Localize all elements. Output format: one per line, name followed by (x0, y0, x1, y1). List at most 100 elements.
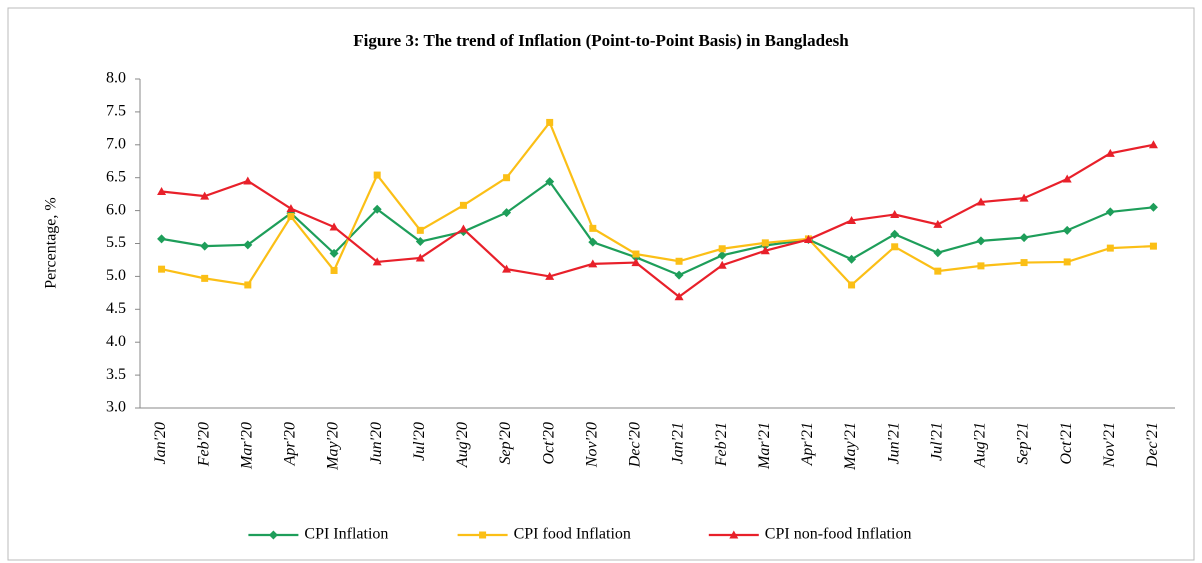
x-tick-label: Jan'21 (670, 422, 687, 465)
marker (847, 254, 857, 264)
marker (1149, 242, 1157, 250)
y-tick-label: 5.0 (106, 267, 126, 284)
marker (848, 281, 856, 289)
marker (545, 177, 555, 187)
marker (415, 237, 425, 247)
y-tick-label: 6.0 (106, 201, 126, 218)
marker (200, 241, 210, 251)
marker (588, 237, 598, 247)
y-tick-label: 6.5 (106, 168, 126, 185)
marker (268, 530, 278, 540)
marker (372, 204, 382, 214)
legend-label: CPI non-food Inflation (765, 526, 912, 543)
marker (372, 257, 382, 266)
marker (674, 292, 684, 301)
legend-label: CPI Inflation (304, 526, 388, 543)
series-line (161, 143, 1154, 299)
marker (891, 243, 899, 251)
marker (1062, 225, 1072, 235)
x-tick-label: Dec'21 (1144, 422, 1161, 468)
x-tick-label: Oct'21 (1058, 422, 1075, 465)
marker (1019, 193, 1029, 202)
y-tick-label: 7.5 (106, 103, 126, 120)
marker (287, 213, 295, 221)
marker (977, 262, 985, 270)
x-tick-label: Apr'21 (799, 422, 816, 466)
marker (632, 250, 640, 258)
marker (803, 235, 813, 244)
marker (976, 236, 986, 246)
x-tick-label: Aug'21 (972, 422, 989, 468)
marker (415, 253, 425, 262)
marker (761, 239, 769, 247)
x-tick-label: Jul'21 (928, 422, 945, 461)
legend-label: CPI food Inflation (514, 526, 631, 543)
marker (1105, 148, 1115, 157)
marker (760, 246, 770, 255)
marker (201, 274, 209, 282)
x-tick-label: Sep'21 (1015, 422, 1032, 465)
marker (286, 204, 296, 213)
x-tick-label: Jul'20 (411, 422, 428, 461)
marker (373, 171, 381, 179)
marker (502, 264, 512, 273)
x-tick-label: Feb'20 (195, 422, 212, 467)
chart-title: Figure 3: The trend of Inflation (Point-… (353, 31, 849, 50)
marker (1020, 259, 1028, 267)
marker (588, 259, 598, 268)
x-tick-label: Dec'20 (627, 422, 644, 468)
marker (1148, 202, 1158, 212)
marker (545, 271, 555, 280)
y-tick-label: 3.0 (106, 399, 126, 416)
x-tick-label: May'20 (325, 422, 342, 471)
y-tick-label: 7.0 (106, 135, 126, 152)
x-tick-label: Nov'21 (1101, 422, 1118, 468)
marker (158, 265, 166, 273)
y-tick-label: 3.5 (106, 366, 126, 383)
marker (589, 224, 597, 232)
chart-frame (7, 7, 1195, 561)
marker (243, 240, 253, 250)
y-tick-label: 5.5 (106, 234, 126, 251)
marker (503, 174, 511, 182)
marker (458, 224, 468, 233)
y-tick-label: 8.0 (106, 70, 126, 87)
y-tick-label: 4.0 (106, 333, 126, 350)
x-tick-label: Jan'20 (152, 422, 169, 465)
x-tick-label: Jun'21 (885, 422, 902, 465)
x-tick-label: Aug'20 (454, 422, 471, 468)
marker (1105, 207, 1115, 217)
x-tick-label: Oct'20 (540, 422, 557, 465)
series-line (161, 180, 1154, 277)
x-tick-label: Mar'20 (238, 422, 255, 470)
marker (1019, 233, 1029, 243)
marker (933, 219, 943, 228)
marker (157, 187, 167, 196)
marker (157, 234, 167, 244)
marker (890, 229, 900, 239)
marker (1106, 244, 1114, 252)
marker (847, 215, 857, 224)
marker (1063, 258, 1071, 266)
marker (631, 258, 641, 267)
y-tick-label: 4.5 (106, 300, 126, 317)
x-tick-label: Apr'20 (282, 422, 299, 466)
marker (675, 257, 683, 265)
marker (1062, 174, 1072, 183)
marker (674, 270, 684, 280)
marker (330, 266, 338, 274)
x-tick-label: May'21 (842, 422, 859, 471)
marker (502, 208, 512, 218)
marker (479, 531, 487, 539)
marker (200, 191, 210, 200)
marker (459, 201, 467, 209)
marker (546, 118, 554, 126)
marker (416, 226, 424, 234)
marker (934, 267, 942, 275)
marker (244, 281, 252, 289)
y-axis-label: Percentage, % (43, 197, 60, 289)
marker (729, 530, 739, 539)
marker (933, 248, 943, 258)
marker (976, 197, 986, 206)
